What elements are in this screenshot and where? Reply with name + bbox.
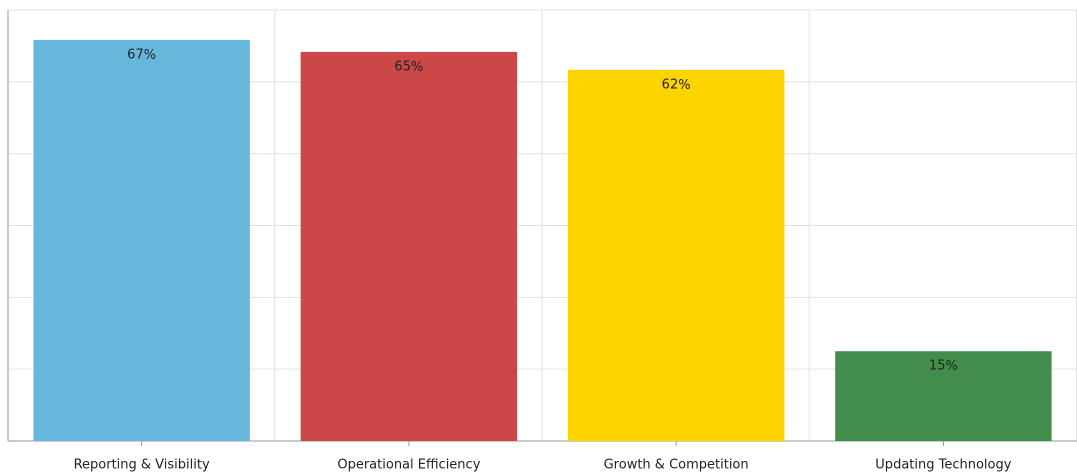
percent-sign: % — [144, 47, 156, 62]
percent-sign: % — [945, 359, 957, 374]
bar — [33, 39, 250, 442]
bar — [835, 351, 1052, 441]
data-label: 67% — [127, 47, 156, 62]
data-label: 15% — [929, 359, 958, 374]
data-label: 62% — [662, 77, 691, 92]
percent-sign: % — [411, 59, 423, 74]
x-tick-label: Operational Efficiency — [337, 458, 480, 473]
x-tick-label: Reporting & Visibility — [74, 458, 210, 473]
x-tick-label: Updating Technology — [875, 458, 1011, 473]
bar — [300, 51, 518, 442]
data-label: 65% — [394, 59, 423, 74]
bar — [567, 69, 785, 441]
x-tick-label: Growth & Competition — [604, 458, 749, 473]
percent-sign: % — [678, 77, 690, 92]
